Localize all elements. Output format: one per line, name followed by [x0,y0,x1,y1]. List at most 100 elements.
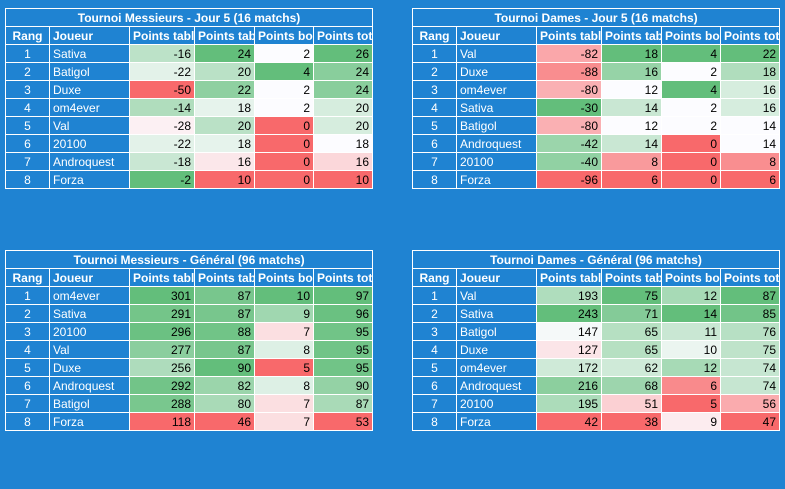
rank-cell: 6 [412,134,457,153]
bonus-points-cell: 8 [254,376,314,395]
total-points-header: Points totaux [312,268,374,287]
bonus-points-cell: 10 [661,340,721,359]
points-max-cell: 256 [129,358,195,377]
table-title: Tournoi Messieurs - Général (96 matchs) [4,250,374,269]
board-points-cell: 16 [601,62,662,81]
rank-cell: 4 [5,340,50,359]
board-points-header: Points tableau [194,268,255,287]
player-cell: om4ever [49,286,130,305]
board-points-cell: 82 [194,376,255,395]
board-points-cell: 12 [601,116,662,135]
bonus-points-cell: 4 [661,80,721,99]
points-lost-cell: -42 [536,134,602,153]
points-max-header: Points tableau max [536,268,602,287]
player-header: Joueur [456,268,537,287]
bonus-points-cell: 7 [254,394,314,413]
total-points-cell: 10 [313,170,373,189]
table-row: 6 Androquest 292 82 8 90 [5,376,374,395]
points-lost-cell: -80 [536,116,602,135]
player-cell: Sativa [49,304,130,323]
player-cell: Androquest [49,152,130,171]
bonus-points-cell: 10 [254,286,314,305]
board-points-cell: 68 [601,376,662,395]
total-points-cell: 18 [719,62,781,81]
rank-cell: 8 [412,412,457,431]
table-row: 2 Sativa 291 87 9 96 [5,304,374,323]
points-max-cell: 127 [536,340,602,359]
total-points-cell: 18 [313,134,373,153]
points-max-header: Points tableau max [129,268,195,287]
table-row: 8 Forza -96 6 0 6 [412,170,781,189]
rank-cell: 6 [5,134,50,153]
rank-cell: 8 [5,170,50,189]
board-points-header: Points tableau [194,26,255,45]
board-points-cell: 8 [601,152,662,171]
points-lost-cell: -30 [536,98,602,117]
board-points-cell: 18 [601,44,662,63]
bonus-points-cell: 14 [661,304,721,323]
bonus-points-header: Points bonus [254,268,314,287]
points-lost-cell: -82 [536,44,602,63]
board-points-cell: 75 [601,286,662,305]
board-points-cell: 20 [194,116,255,135]
points-max-cell: 42 [536,412,602,431]
player-cell: Val [456,286,537,305]
bonus-points-cell: 7 [254,322,314,341]
total-points-cell: 74 [719,358,781,377]
points-max-cell: 288 [129,394,195,413]
points-max-cell: 195 [536,394,602,413]
board-points-cell: 12 [601,80,662,99]
board-points-cell: 16 [194,152,255,171]
total-points-cell: 75 [719,340,781,359]
bonus-points-header: Points bonus [661,268,721,287]
player-cell: Forza [49,170,130,189]
player-cell: Androquest [456,134,537,153]
bonus-points-cell: 0 [661,134,721,153]
board-points-cell: 51 [601,394,662,413]
rank-cell: 6 [412,376,457,395]
points-max-cell: 193 [536,286,602,305]
points-lost-header: Points tableau perdus [536,26,602,45]
player-cell: Forza [49,412,130,431]
bonus-points-cell: 9 [254,304,314,323]
total-points-cell: 87 [312,394,374,413]
rank-cell: 1 [5,44,50,63]
points-max-cell: 118 [129,412,195,431]
player-cell: 20100 [49,322,130,341]
player-header: Joueur [49,26,130,45]
rank-cell: 7 [5,394,50,413]
player-cell: Duxe [49,80,130,99]
bonus-points-cell: 11 [661,322,721,341]
points-max-cell: 243 [536,304,602,323]
rank-cell: 3 [412,322,457,341]
board-points-cell: 90 [194,358,255,377]
women-day5-table: Tournoi Dames - Jour 5 (16 matchs) Rang … [411,8,781,189]
board-points-header: Points tableau [601,26,662,45]
bonus-points-header: Points bonus [661,26,721,45]
total-points-header: Points totaux [719,26,781,45]
bonus-points-cell: 0 [254,170,314,189]
points-lost-header: Points tableau perdus [129,26,195,45]
rank-header: Rang [412,26,457,45]
table-row: 3 om4ever -80 12 4 16 [412,80,781,99]
rank-cell: 5 [5,116,50,135]
total-points-cell: 24 [313,80,373,99]
bonus-points-cell: 12 [661,358,721,377]
total-points-cell: 74 [719,376,781,395]
player-cell: Batigol [456,116,537,135]
board-points-cell: 20 [194,62,255,81]
player-cell: 20100 [456,394,537,413]
table-title: Tournoi Messieurs - Jour 5 (16 matchs) [5,8,373,27]
bonus-points-cell: 2 [254,98,314,117]
points-max-cell: 216 [536,376,602,395]
total-points-cell: 8 [719,152,781,171]
rank-cell: 2 [412,62,457,81]
player-cell: Val [49,116,130,135]
points-max-cell: 277 [129,340,195,359]
total-points-header: Points totaux [719,268,781,287]
rank-cell: 8 [5,412,50,431]
total-points-cell: 16 [313,152,373,171]
points-lost-cell: -88 [536,62,602,81]
player-cell: Val [456,44,537,63]
total-points-cell: 95 [312,340,374,359]
